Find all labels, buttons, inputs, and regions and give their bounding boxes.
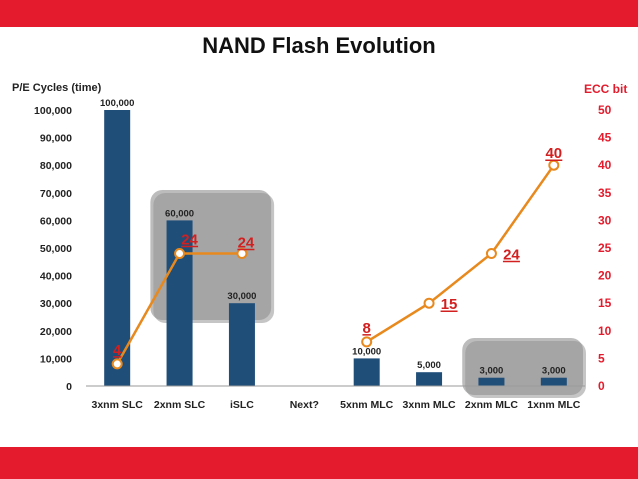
right-tick-label: 5	[598, 351, 605, 365]
category-label: iSLC	[230, 399, 254, 411]
ecc-value-label: 24	[181, 232, 198, 249]
bar	[228, 303, 255, 386]
category-label: 5xnm MLC	[340, 399, 394, 411]
ecc-value-label: 4	[113, 342, 122, 359]
bar	[540, 377, 567, 386]
chart-title: NAND Flash Evolution	[202, 33, 436, 58]
right-tick-label: 30	[598, 213, 612, 227]
left-tick-label: 40,000	[40, 271, 72, 283]
right-tick-label: 35	[598, 186, 612, 200]
right-axis-label: ECC bit	[584, 82, 628, 96]
category-label: 2xnm SLC	[154, 399, 206, 411]
left-axis-label: P/E Cycles (time)	[12, 82, 102, 94]
right-tick-label: 45	[598, 131, 612, 145]
ecc-value-label: 24	[238, 235, 255, 252]
ecc-point	[111, 358, 123, 370]
left-tick-label: 70,000	[40, 188, 72, 200]
ecc-point	[485, 248, 497, 260]
category-label: 1xnm MLC	[527, 399, 581, 411]
bar-value-label: 30,000	[227, 291, 256, 302]
bar-value-label: 100,000	[100, 98, 134, 109]
top-red-band	[0, 0, 638, 27]
ecc-value-label: 24	[503, 247, 520, 264]
bar	[416, 372, 443, 386]
category-label: 3xnm SLC	[92, 399, 144, 411]
right-tick-label: 50	[598, 103, 612, 117]
left-tick-label: 90,000	[40, 133, 72, 145]
bar-value-label: 3,000	[480, 366, 504, 377]
left-tick-label: 100,000	[34, 105, 72, 117]
left-tick-label: 50,000	[40, 243, 72, 255]
bar-value-label: 5,000	[417, 360, 441, 371]
bar	[353, 358, 380, 386]
bar	[104, 110, 131, 386]
category-label: 3xnm MLC	[403, 399, 457, 411]
bar-value-label: 60,000	[165, 208, 194, 219]
ecc-point	[423, 297, 435, 309]
right-tick-label: 10	[598, 324, 612, 338]
bar	[478, 377, 505, 386]
left-tick-label: 20,000	[40, 326, 72, 338]
left-tick-label: 80,000	[40, 160, 72, 172]
ecc-value-label: 15	[441, 296, 458, 313]
category-label: 2xnm MLC	[465, 399, 519, 411]
ecc-value-label: 8	[363, 320, 371, 337]
right-tick-label: 0	[598, 379, 605, 393]
right-tick-label: 20	[598, 269, 612, 283]
ecc-point	[174, 248, 186, 260]
category-label: Next?	[290, 399, 319, 411]
ecc-value-label: 40	[545, 145, 562, 162]
bar-value-label: 10,000	[352, 346, 381, 357]
right-tick-label: 25	[598, 241, 612, 255]
bar-value-label: 3,000	[542, 366, 566, 377]
bar	[166, 220, 193, 386]
left-tick-label: 30,000	[40, 298, 72, 310]
bottom-red-band	[0, 447, 638, 479]
ecc-point	[361, 336, 373, 348]
ecc-line	[366, 164, 555, 343]
right-tick-label: 15	[598, 296, 612, 310]
left-tick-label: 0	[66, 381, 72, 393]
left-tick-label: 60,000	[40, 215, 72, 227]
left-tick-label: 10,000	[40, 353, 72, 365]
right-tick-label: 40	[598, 158, 612, 172]
